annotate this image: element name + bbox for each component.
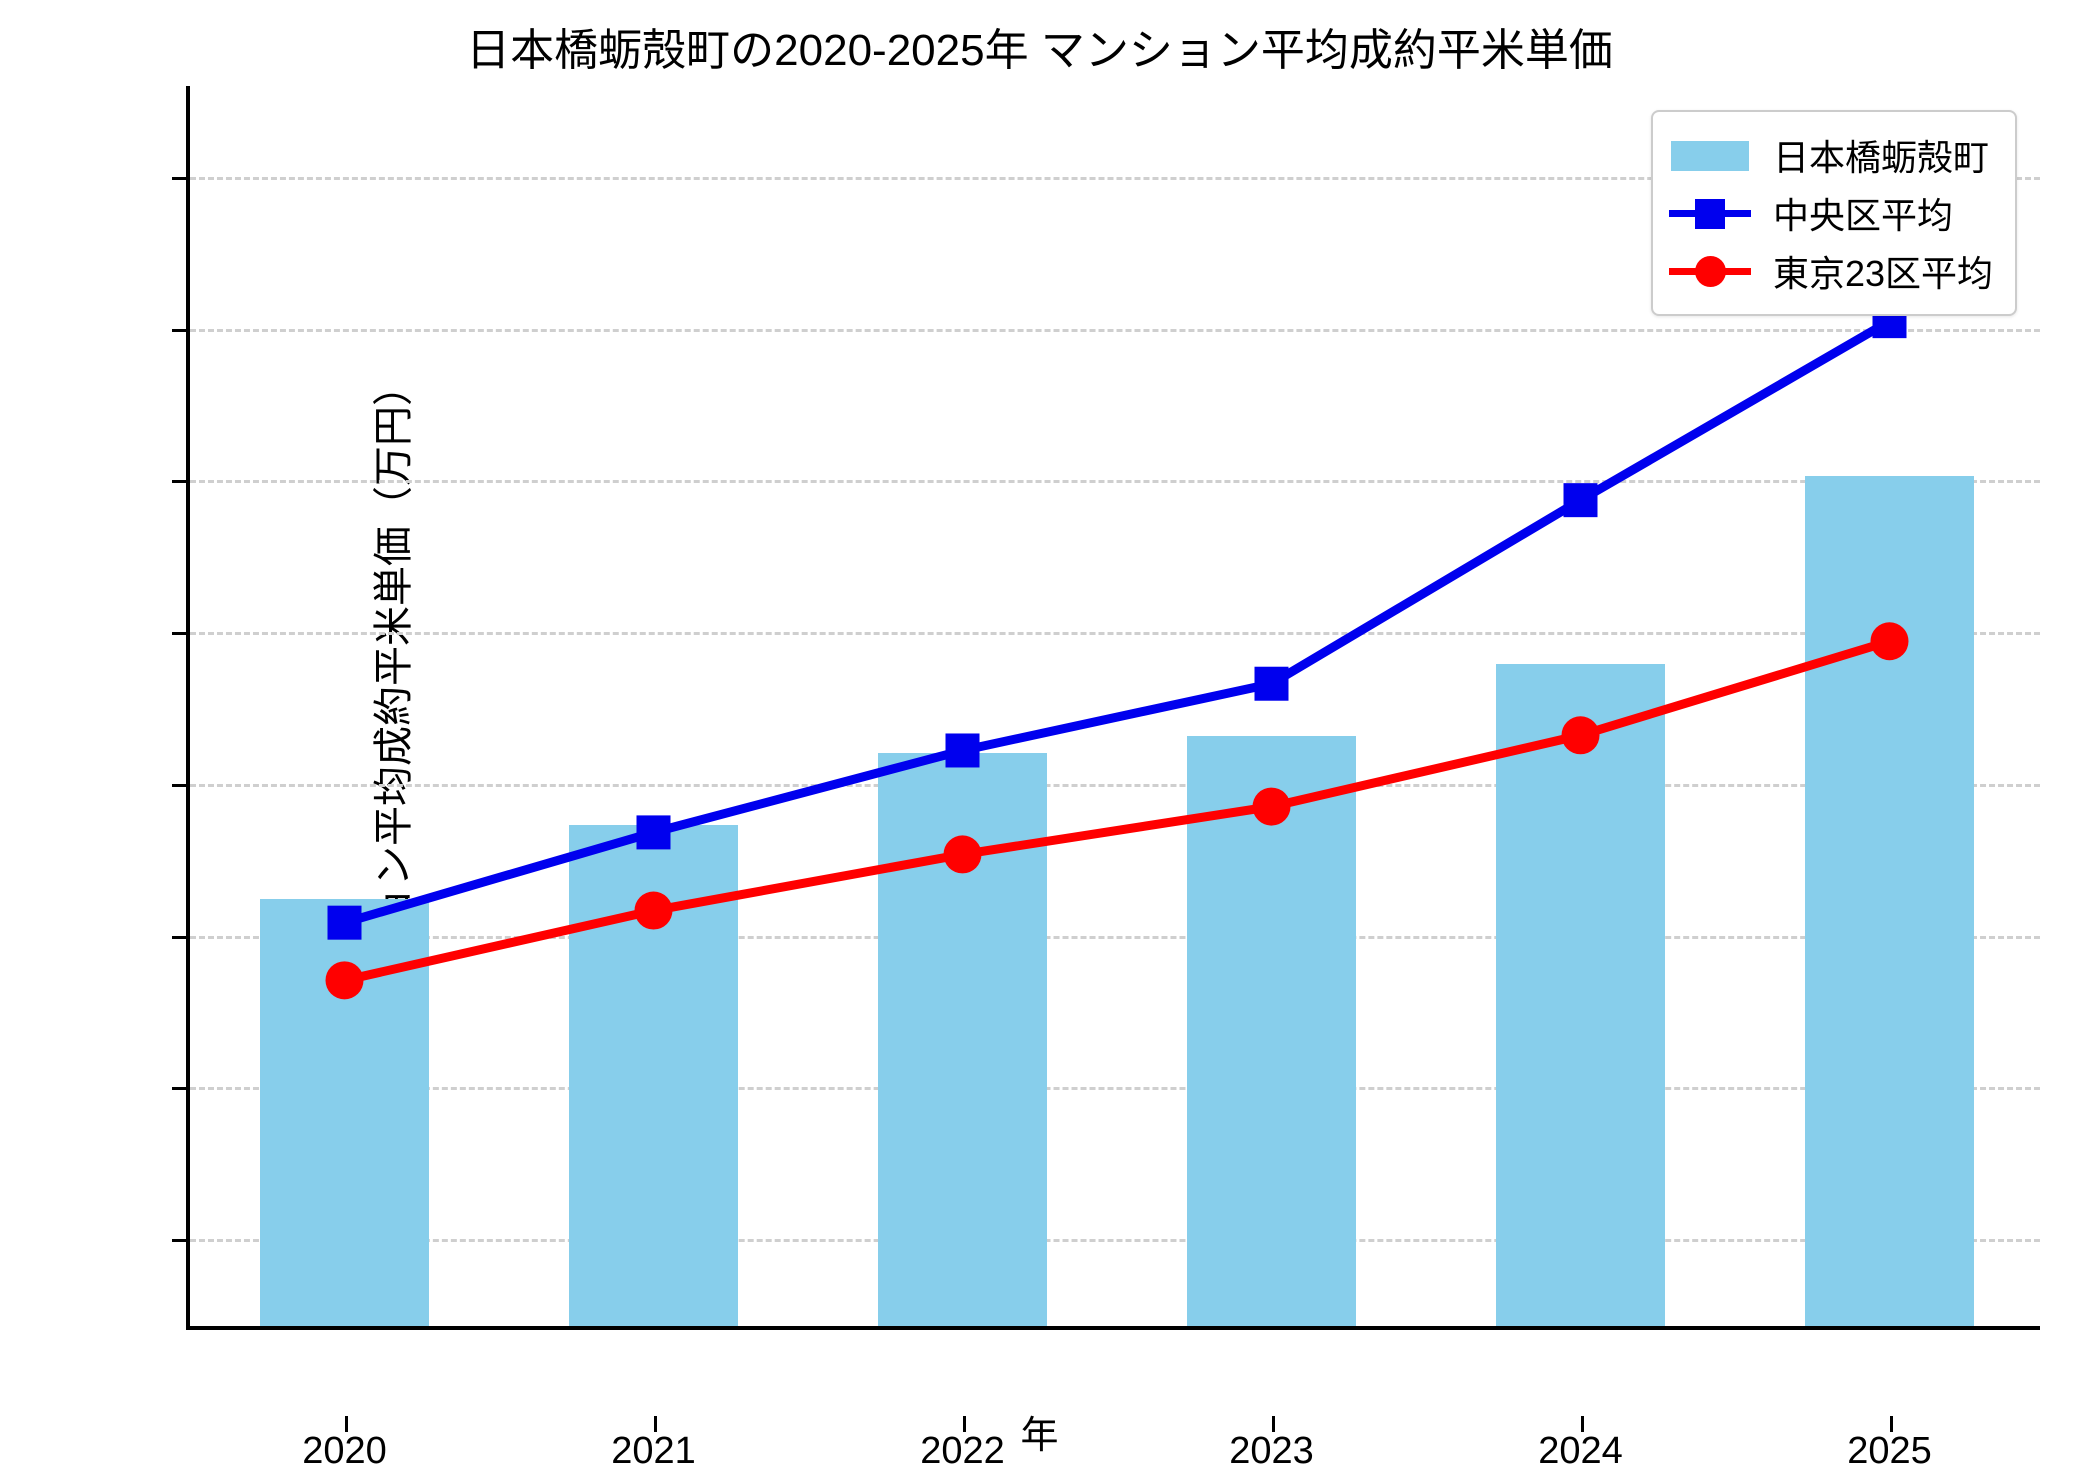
chart-title: 日本橋蛎殻町の2020-2025年 マンション平均成約平米単価 bbox=[466, 26, 1613, 75]
line-series-layer bbox=[325, 304, 1909, 1000]
gridline bbox=[190, 935, 2040, 939]
line-path bbox=[340, 316, 1894, 928]
gridline bbox=[190, 177, 2040, 181]
y-tick-mark bbox=[172, 328, 190, 332]
data-point-marker-circle bbox=[943, 835, 982, 874]
gridline bbox=[190, 783, 2040, 787]
x-tick-mark bbox=[1889, 1416, 1893, 1432]
data-point-marker-circle bbox=[1870, 622, 1909, 661]
x-tick-label: 2023 bbox=[1229, 1430, 1314, 1472]
bar bbox=[1804, 475, 1975, 1326]
legend-line-square-icon bbox=[1669, 191, 1751, 235]
legend-line-circle-icon bbox=[1669, 249, 1751, 293]
x-tick-label: 2024 bbox=[1538, 1430, 1623, 1472]
bar bbox=[1186, 735, 1357, 1326]
x-tick-mark bbox=[1580, 1416, 1584, 1432]
gridline bbox=[190, 1087, 2040, 1091]
bar bbox=[1495, 663, 1666, 1326]
data-point-marker-square bbox=[945, 733, 980, 768]
y-tick-mark bbox=[172, 480, 190, 484]
chart-legend: 日本橋蛎殻町 中央区平均 東京23区平均 bbox=[1651, 110, 2018, 316]
legend-item-nihonbashi-kakigaracho[interactable]: 日本橋蛎殻町 bbox=[1669, 126, 1993, 184]
x-tick-label: 2025 bbox=[1847, 1430, 1932, 1472]
y-tick-mark bbox=[172, 177, 190, 181]
gridline bbox=[190, 328, 2040, 332]
x-tick-label: 2021 bbox=[611, 1430, 696, 1472]
data-point-marker-square bbox=[1254, 666, 1289, 701]
y-tick-mark bbox=[172, 632, 190, 636]
x-tick-label: 2020 bbox=[302, 1430, 387, 1472]
plot-inner bbox=[190, 86, 2040, 1326]
data-point-marker-circle bbox=[1561, 716, 1600, 755]
legend-bar-swatch-icon bbox=[1669, 133, 1751, 177]
y-tick-mark bbox=[172, 1238, 190, 1242]
data-point-marker-circle bbox=[634, 891, 673, 930]
legend-label-tokyo23-average: 東京23区平均 bbox=[1773, 253, 1994, 294]
y-tick-mark bbox=[172, 783, 190, 787]
x-tick-label: 2022 bbox=[920, 1430, 1005, 1472]
legend-item-tokyo23-average[interactable]: 東京23区平均 bbox=[1669, 242, 1993, 300]
y-tick-mark bbox=[172, 1087, 190, 1091]
y-tick-mark bbox=[172, 935, 190, 939]
x-tick-mark bbox=[962, 1416, 966, 1432]
data-point-marker-square bbox=[636, 815, 671, 850]
data-point-marker-square bbox=[1563, 483, 1598, 518]
x-axis-label: 年 bbox=[1020, 1415, 1059, 1457]
legend-label-nihonbashi-kakigaracho: 日本橋蛎殻町 bbox=[1773, 137, 1990, 178]
x-tick-mark bbox=[1271, 1416, 1275, 1432]
legend-label-chuo-average: 中央区平均 bbox=[1773, 195, 1954, 236]
data-point-marker-square bbox=[327, 905, 362, 940]
x-tick-mark bbox=[653, 1416, 657, 1432]
data-point-marker-circle bbox=[325, 961, 364, 1000]
gridline bbox=[190, 632, 2040, 636]
line-path bbox=[340, 636, 1894, 985]
x-tick-mark bbox=[344, 1416, 348, 1432]
legend-item-chuo-average[interactable]: 中央区平均 bbox=[1669, 184, 1993, 242]
data-point-marker-circle bbox=[1252, 787, 1291, 826]
gridline bbox=[190, 1238, 2040, 1242]
gridline bbox=[190, 480, 2040, 484]
